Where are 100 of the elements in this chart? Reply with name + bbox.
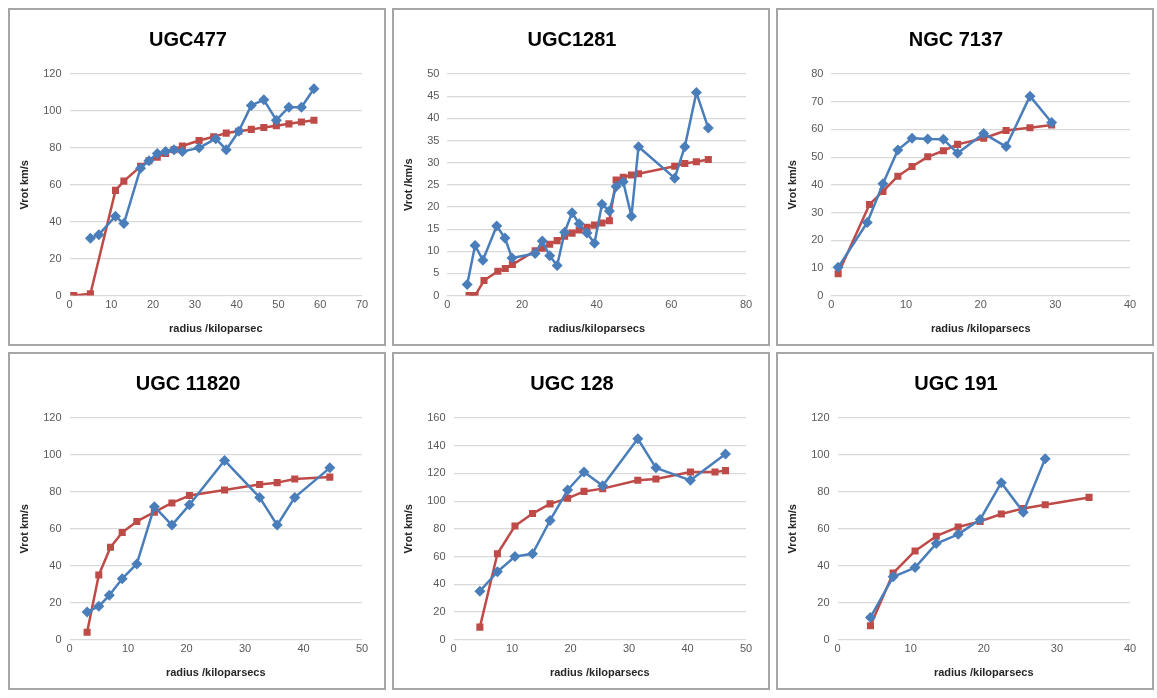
x-tick-label: 10 [105,298,118,311]
y-tick-label: 50 [427,67,440,80]
point [632,433,644,445]
point [256,480,264,489]
point [603,205,615,217]
point [573,218,585,230]
y-tick-label: 25 [427,177,440,190]
y-tick-label: 0 [823,632,830,645]
point [924,153,932,161]
point [297,118,305,126]
point [909,562,921,574]
x-axis-title: radius /kiloparsec [169,322,263,335]
point [581,227,593,239]
x-tick-label: 40 [1123,642,1137,655]
y-tick-label: 60 [817,521,830,534]
y-tick-label: 30 [811,205,824,218]
point [491,566,503,578]
point [861,216,873,228]
point [1000,141,1012,153]
point [997,510,1005,518]
point [562,484,574,496]
y-tick-label: 40 [817,558,830,571]
x-tick-label: 40 [297,642,310,655]
point [84,232,96,244]
point [634,476,642,484]
x-tick-label: 50 [355,642,369,655]
point [469,240,481,252]
point [271,519,283,531]
y-tick-label: 120 [43,67,62,80]
point [720,448,732,460]
point [480,277,488,285]
point [93,600,105,612]
point [103,589,115,601]
point [221,486,229,494]
y-tick-label: 15 [427,222,440,235]
point [1041,501,1049,509]
x-tick-label: 70 [355,298,369,311]
point [1046,116,1058,128]
point [168,499,176,507]
x-tick-label: 30 [188,298,202,311]
point [245,99,257,111]
y-tick-label: 35 [427,133,440,146]
y-tick-label: 40 [811,177,824,190]
point [692,158,700,166]
point [553,237,561,245]
point [1024,90,1036,102]
point [493,550,501,558]
point [580,487,588,495]
point [166,519,178,531]
point [911,547,919,555]
y-tick-label: 20 [817,595,830,608]
y-axis-title: Vrot km/s [401,504,414,554]
point [954,140,962,148]
point [86,290,94,296]
y-tick-label: 80 [49,140,62,153]
y-tick-label: 120 [811,411,830,424]
point [509,551,521,562]
point [605,217,613,225]
point [568,229,576,237]
point [721,467,730,475]
y-tick-label: 40 [427,111,440,124]
point [289,491,301,503]
y-tick-label: 100 [43,103,62,116]
y-axis-title: Vrot km/s [17,504,30,554]
x-tick-label: 0 [450,642,457,655]
x-tick-label: 10 [904,642,917,655]
point [1026,124,1034,132]
x-tick-label: 20 [515,298,529,311]
x-tick-label: 60 [665,298,678,311]
chart-title: UGC477 [149,27,227,50]
point [120,177,128,185]
point [148,501,160,513]
point [506,252,518,264]
chart-title: UGC 128 [530,371,614,394]
point [546,240,554,248]
point [133,517,141,525]
point [222,129,230,137]
chart-title: NGC 7137 [908,27,1004,50]
point [118,218,130,230]
y-tick-label: 100 [427,494,446,507]
point [684,474,696,486]
point [954,523,962,531]
y-axis-title: Vrot km/s [785,504,798,554]
x-tick-label: 10 [121,642,135,655]
point [866,622,874,630]
y-tick-label: 40 [49,214,62,227]
point [1017,506,1029,518]
point [566,207,578,219]
point [690,87,702,99]
y-tick-label: 20 [49,251,62,264]
point [669,172,681,184]
point [930,538,942,550]
point [219,454,231,466]
chart-title: UGC 11820 [135,371,241,394]
point [247,125,255,133]
point [273,479,281,487]
x-tick-label: 20 [146,298,160,311]
x-tick-label: 40 [230,298,243,311]
point [978,128,990,140]
x-tick-label: 40 [1123,298,1137,311]
